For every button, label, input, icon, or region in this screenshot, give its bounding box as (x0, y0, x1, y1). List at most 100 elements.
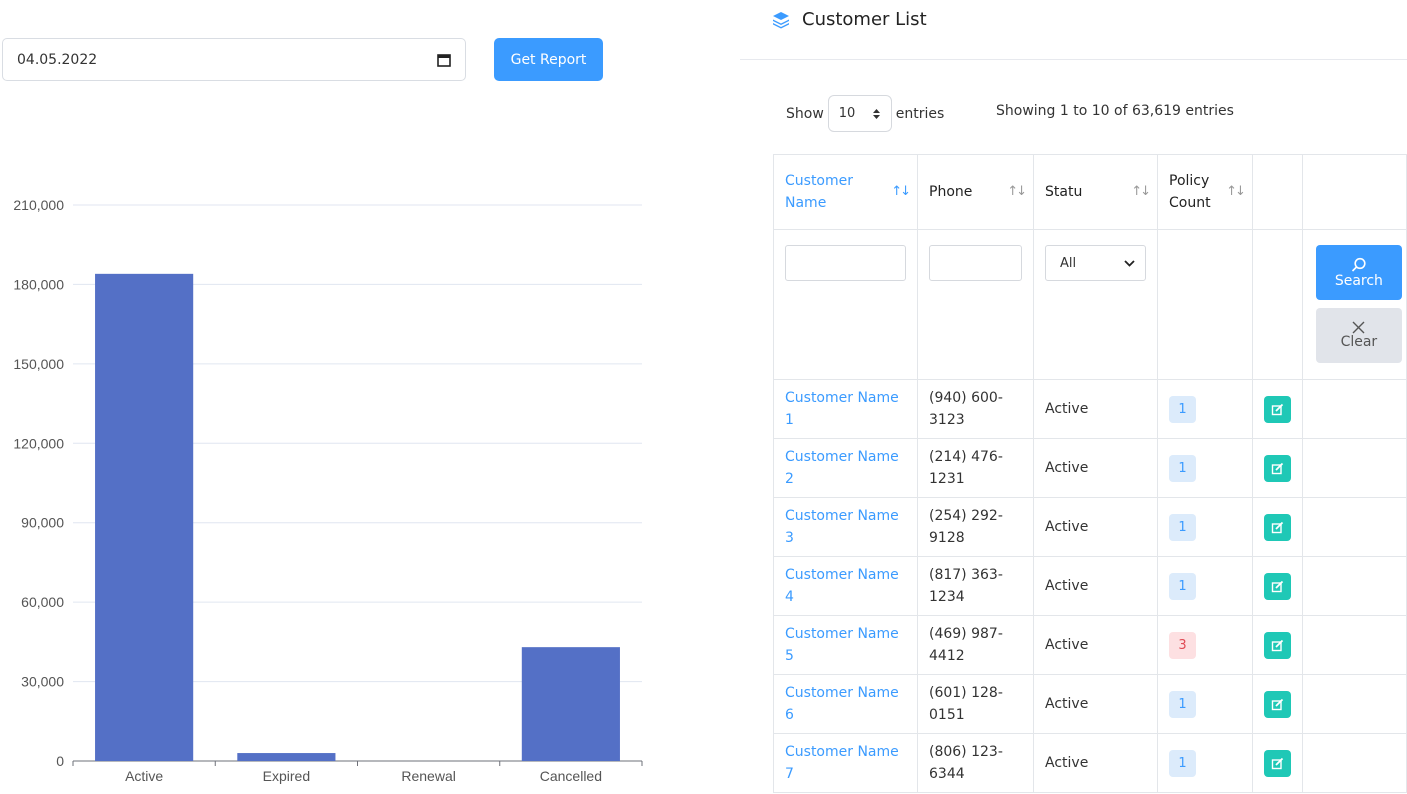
show-label: Show (786, 105, 824, 122)
status-cell: Active (1033, 615, 1158, 675)
edit-button[interactable] (1263, 690, 1291, 718)
y-tick-label: 120,000 (13, 435, 64, 451)
phone-cell: (940) 600-3123 (917, 379, 1034, 439)
phone-value: (806) 123-6344 (929, 744, 1003, 782)
edit-icon (1271, 462, 1284, 474)
policy-count-badge: 3 (1169, 631, 1196, 659)
calendar-icon[interactable] (437, 53, 451, 67)
customer-name-cell: Customer Name 7 (773, 733, 918, 793)
policy-count-cell: 1 (1157, 497, 1253, 557)
report-date-input[interactable]: 04.05.2022 (2, 38, 466, 81)
page-length-value: 10 (838, 106, 856, 121)
customer-name-link[interactable]: Customer Name 6 (785, 685, 899, 723)
get-report-button[interactable]: Get Report (494, 38, 603, 81)
policy-count-badge: 1 (1169, 454, 1196, 482)
table-row: Customer Name 1 (940) 600-3123 Active 1 (773, 379, 1407, 439)
actions-cell (1301, 733, 1407, 793)
customer-name-link[interactable]: Customer Name 5 (785, 626, 899, 664)
status-cell: Active (1033, 438, 1158, 498)
edit-button[interactable] (1263, 513, 1291, 541)
edit-button[interactable] (1263, 631, 1291, 659)
edit-button[interactable] (1263, 572, 1291, 600)
edit-cell (1251, 733, 1303, 793)
column-header-phone[interactable]: Phone ↑↓ (917, 154, 1034, 230)
phone-filter-input[interactable] (929, 245, 1022, 281)
column-header-policy-count[interactable]: Policy Count ↑↓ (1157, 154, 1253, 230)
y-tick-label: 210,000 (13, 197, 64, 213)
filter-cell (917, 229, 1034, 380)
actions-cell (1301, 556, 1407, 616)
actions-cell (1301, 438, 1407, 498)
search-button[interactable]: Search (1315, 245, 1402, 300)
entries-label: entries (895, 105, 945, 122)
table-row: Customer Name 5 (469) 987-4412 Active 3 (773, 615, 1407, 675)
edit-icon (1271, 698, 1284, 710)
filter-cell: All (1033, 229, 1158, 380)
chevron-down-icon (1124, 259, 1135, 267)
actions-cell (1301, 674, 1407, 734)
customer-name-cell: Customer Name 1 (773, 379, 918, 439)
actions-cell (1301, 497, 1407, 557)
status-cell: Active (1033, 379, 1158, 439)
sort-icon: ↑↓ (1131, 184, 1151, 199)
edit-icon (1271, 521, 1284, 533)
table-row: Customer Name 2 (214) 476-1231 Active 1 (773, 438, 1407, 498)
column-label: Statu (1045, 184, 1083, 200)
bar-expired (237, 753, 336, 761)
edit-icon (1271, 757, 1284, 769)
y-tick-label: 180,000 (13, 276, 64, 292)
customer-name-cell: Customer Name 3 (773, 497, 918, 557)
column-label: Phone (929, 184, 973, 200)
x-tick-label: Cancelled (540, 768, 602, 784)
edit-button[interactable] (1263, 749, 1291, 777)
customer-name-link[interactable]: Customer Name 4 (785, 567, 899, 605)
phone-cell: (254) 292-9128 (917, 497, 1034, 557)
edit-cell (1251, 615, 1303, 675)
status-value: Active (1045, 401, 1089, 417)
customer-name-link[interactable]: Customer Name 7 (785, 744, 899, 782)
policy-count-badge: 1 (1169, 690, 1196, 718)
table-row: Customer Name 3 (254) 292-9128 Active 1 (773, 497, 1407, 557)
status-value: Active (1045, 696, 1089, 712)
policy-count-cell: 1 (1157, 674, 1253, 734)
status-value: Active (1045, 755, 1089, 771)
customer-name-filter-input[interactable] (785, 245, 906, 281)
edit-button[interactable] (1263, 395, 1291, 423)
policy-count-badge: 1 (1169, 395, 1196, 423)
column-header-customer-name[interactable]: Customer Name ↑↓ (773, 154, 918, 230)
phone-value: (601) 128-0151 (929, 685, 1003, 723)
sort-icon: ↑↓ (891, 184, 911, 199)
x-tick-label: Active (125, 768, 163, 784)
phone-value: (469) 987-4412 (929, 626, 1003, 664)
column-label: Policy Count (1169, 173, 1211, 211)
sort-updown-icon (872, 108, 880, 119)
customer-name-link[interactable]: Customer Name 2 (785, 449, 899, 487)
edit-button[interactable] (1263, 454, 1291, 482)
table-row: Customer Name 7 (806) 123-6344 Active 1 (773, 733, 1407, 793)
customer-name-cell: Customer Name 4 (773, 556, 918, 616)
page-length-select[interactable]: 10 (827, 95, 892, 132)
status-value: Active (1045, 460, 1089, 476)
status-filter-select[interactable]: All (1045, 245, 1146, 281)
status-cell: Active (1033, 556, 1158, 616)
customer-name-link[interactable]: Customer Name 1 (785, 390, 899, 428)
actions-cell (1301, 379, 1407, 439)
column-header-status[interactable]: Statu ↑↓ (1033, 154, 1158, 230)
policy-count-cell: 1 (1157, 379, 1253, 439)
edit-icon (1271, 580, 1284, 592)
edit-cell (1251, 497, 1303, 557)
report-date-value: 04.05.2022 (17, 51, 98, 68)
phone-cell: (214) 476-1231 (917, 438, 1034, 498)
customer-name-link[interactable]: Customer Name 3 (785, 508, 899, 546)
page-length-control: Show 10 entries (786, 95, 944, 132)
status-value: Active (1045, 637, 1089, 653)
status-cell: Active (1033, 733, 1158, 793)
edit-cell (1251, 379, 1303, 439)
search-label: Search (1334, 272, 1383, 289)
y-tick-label: 0 (56, 753, 64, 769)
clear-button[interactable]: Clear (1315, 308, 1402, 363)
y-tick-label: 30,000 (21, 674, 64, 690)
phone-cell: (817) 363-1234 (917, 556, 1034, 616)
status-cell: Active (1033, 674, 1158, 734)
edit-icon (1271, 403, 1284, 415)
